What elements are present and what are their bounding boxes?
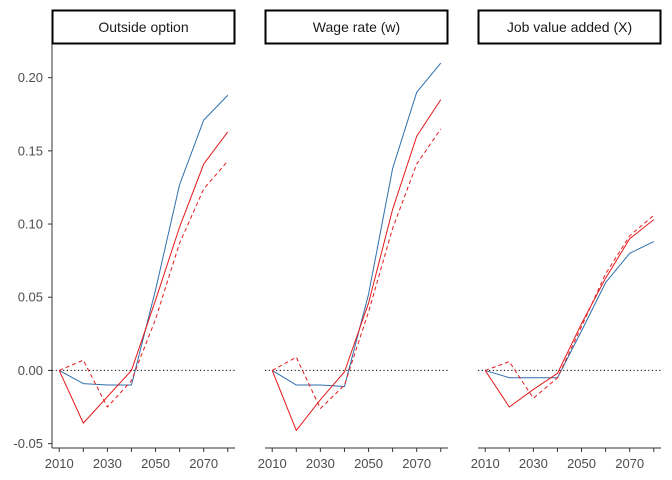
x-tick-label: 2070: [615, 456, 644, 471]
facet-strip-label: Outside option: [98, 19, 188, 35]
x-tick-label: 2010: [258, 456, 287, 471]
x-tick-label: 2030: [306, 456, 335, 471]
blue-solid-series-line: [485, 241, 654, 379]
y-tick-label: 0.20: [18, 70, 43, 85]
facet-strip: [264, 9, 449, 45]
y-tick-label: 0.15: [18, 143, 43, 158]
x-tick-label: 2070: [402, 456, 431, 471]
facet-panel: Outside option 2010 2030 2050 2070: [45, 9, 236, 471]
red-dashed-series-line: [485, 214, 655, 399]
red-dashed-series-line: [271, 128, 442, 409]
blue-solid-series-line: [271, 62, 442, 388]
y-axis: -0.05 0.00 0.05 0.10 0.15 0.20: [13, 44, 53, 451]
red-solid-series-line: [484, 219, 655, 408]
x-tick-label: 2070: [189, 456, 218, 471]
red-solid-series-line: [58, 131, 229, 424]
facet-strip: [51, 9, 236, 45]
facet-panel: Job value added (X) 2010 2030 2050 2070: [471, 9, 662, 471]
x-tick-label: 2030: [93, 456, 122, 471]
x-tick-label: 2010: [471, 456, 500, 471]
blue-solid-series-line: [58, 94, 229, 386]
y-tick-label: 0.10: [18, 217, 43, 232]
facet-strip: [477, 9, 662, 45]
red-dashed-series-line: [59, 160, 229, 408]
facet-strip-label: Job value added (X): [507, 19, 632, 35]
x-tick-label: 2030: [519, 456, 548, 471]
y-tick-label: -0.05: [13, 436, 43, 451]
x-tick-label: 2050: [567, 456, 596, 471]
y-tick-label: 0.05: [18, 290, 43, 305]
x-tick-label: 2050: [354, 456, 383, 471]
red-solid-series-line: [271, 99, 442, 431]
facet-panel: Wage rate (w) 2010 2030 2050 2070: [258, 9, 449, 471]
facet-strip-label: Wage rate (w): [313, 19, 400, 35]
y-tick-label: 0.00: [18, 363, 43, 378]
x-tick-label: 2050: [141, 456, 170, 471]
x-tick-label: 2010: [45, 456, 74, 471]
